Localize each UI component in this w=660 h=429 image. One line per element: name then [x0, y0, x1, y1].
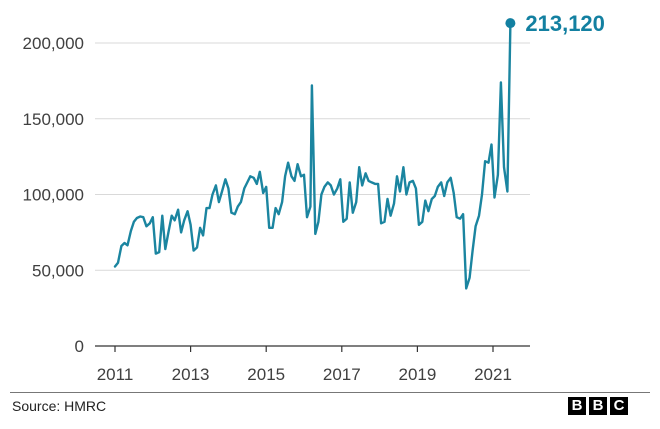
x-tick-label: 2011 — [97, 365, 134, 384]
x-tick-label: 2013 — [172, 365, 210, 384]
source-note: Source: HMRC — [12, 398, 107, 414]
x-tick-label: 2021 — [474, 365, 512, 384]
footer-divider — [10, 392, 650, 393]
bbc-logo-letter-b1: B — [568, 397, 586, 415]
y-tick-label: 100,000 — [23, 186, 84, 205]
bbc-logo-letter-b2: B — [589, 397, 607, 415]
series-line-layer: 213,120 — [113, 11, 605, 290]
x-tick-label: 2019 — [398, 365, 436, 384]
series-line-0 — [113, 21, 512, 290]
y-tick-label: 150,000 — [23, 110, 84, 129]
bbc-logo-letter-c: C — [610, 397, 628, 415]
x-tick-label: 2015 — [247, 365, 285, 384]
y-tick-label: 0 — [75, 337, 84, 356]
y-tick-label: 200,000 — [23, 34, 84, 53]
y-tick-label: 50,000 — [32, 261, 84, 280]
y-axis: 0 50,000 100,000 150,000 200,000 — [23, 34, 84, 356]
end-point-marker — [505, 18, 516, 29]
end-value-label: 213,120 — [525, 11, 605, 36]
x-tick-label: 2017 — [323, 365, 361, 384]
x-axis: 2011 2013 2015 2017 2019 2021 — [97, 346, 512, 384]
gridlines — [95, 42, 530, 347]
bbc-logo: B B C — [568, 397, 628, 415]
